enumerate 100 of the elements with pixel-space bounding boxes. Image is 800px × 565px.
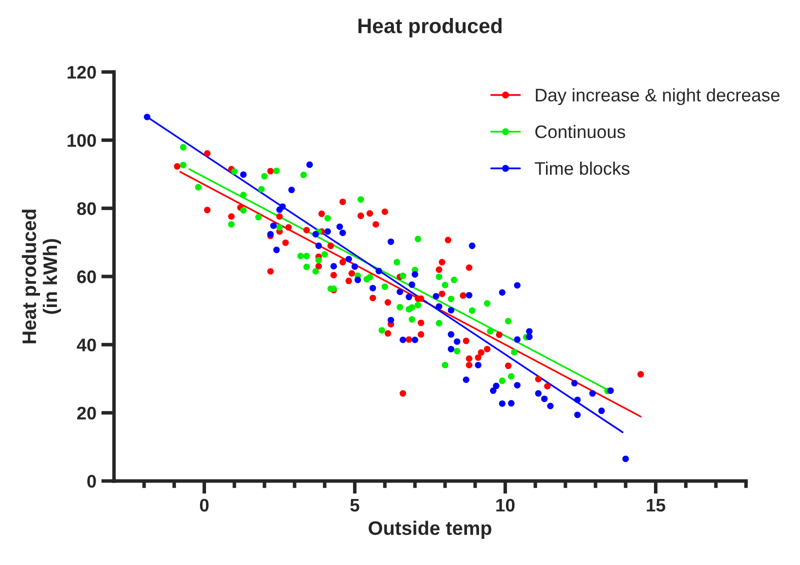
- point: [462, 376, 470, 384]
- point: [348, 270, 356, 277]
- point: [370, 294, 376, 302]
- point: [382, 208, 388, 215]
- point: [466, 292, 472, 298]
- point: [418, 331, 424, 338]
- y-tick-label: 80: [77, 202, 96, 216]
- point: [412, 271, 418, 278]
- point: [330, 263, 337, 270]
- point: [396, 288, 404, 296]
- point: [267, 268, 274, 275]
- point: [492, 382, 500, 390]
- point: [240, 192, 247, 198]
- point: [324, 228, 331, 235]
- point: [448, 296, 454, 302]
- point: [438, 290, 446, 298]
- point: [496, 332, 502, 338]
- point: [276, 213, 283, 220]
- point: [240, 171, 247, 178]
- point: [432, 292, 440, 300]
- point: [324, 214, 331, 222]
- point: [448, 306, 454, 314]
- point: [574, 396, 581, 404]
- point: [366, 274, 374, 280]
- point: [474, 354, 482, 361]
- point: [504, 362, 512, 370]
- point: [498, 378, 506, 384]
- x-tick-label: 0: [200, 498, 209, 512]
- point: [144, 114, 150, 120]
- point: [468, 307, 476, 314]
- point: [312, 230, 319, 238]
- point: [303, 226, 310, 234]
- point: [436, 320, 442, 326]
- point: [408, 281, 416, 288]
- point: [474, 362, 482, 368]
- point: [444, 236, 452, 244]
- point: [408, 304, 416, 311]
- point: [327, 242, 334, 250]
- point: [468, 242, 476, 250]
- y-tick-label: 60: [77, 270, 96, 284]
- point: [297, 252, 304, 260]
- point: [454, 338, 460, 345]
- point: [535, 376, 542, 382]
- point: [400, 336, 406, 344]
- point: [448, 346, 454, 352]
- point: [372, 221, 380, 228]
- point: [204, 150, 211, 157]
- point: [315, 242, 322, 250]
- point: [466, 355, 472, 362]
- point: [490, 387, 496, 394]
- point: [498, 289, 506, 296]
- point: [204, 206, 211, 214]
- point: [498, 400, 506, 407]
- point: [598, 408, 605, 414]
- x-tick-label: 15: [646, 499, 666, 512]
- point: [180, 162, 186, 168]
- point: [174, 163, 180, 170]
- point: [339, 258, 346, 266]
- point: [442, 282, 448, 288]
- x-axis-title: Outside temp: [368, 520, 492, 539]
- point: [418, 320, 424, 326]
- point: [574, 412, 581, 418]
- point: [276, 224, 283, 231]
- point: [285, 224, 292, 231]
- point: [508, 373, 515, 380]
- legend-label: Time blocks: [534, 162, 630, 175]
- point: [228, 213, 235, 220]
- point: [321, 251, 328, 258]
- point: [345, 278, 352, 284]
- point: [484, 346, 490, 352]
- point: [589, 390, 596, 397]
- point: [454, 348, 460, 354]
- y-axis-title: Heat produced (in kWh): [22, 210, 61, 344]
- legend-label: Continuous: [535, 124, 626, 138]
- x-tick-label: 10: [496, 498, 515, 512]
- point: [486, 328, 494, 335]
- point: [414, 236, 422, 242]
- point: [306, 161, 313, 168]
- point: [514, 336, 521, 343]
- point: [394, 258, 400, 266]
- point: [460, 292, 466, 299]
- point: [195, 184, 202, 190]
- point: [180, 144, 186, 151]
- point: [442, 362, 448, 368]
- point: [267, 168, 274, 174]
- point: [370, 284, 376, 292]
- x-tick-label: 5: [350, 499, 360, 512]
- point: [514, 282, 521, 289]
- point: [270, 222, 277, 229]
- point: [384, 330, 392, 337]
- point: [400, 272, 406, 280]
- point: [288, 186, 295, 194]
- point: [607, 387, 614, 394]
- point: [535, 390, 542, 397]
- y-tick-label: 120: [68, 66, 96, 79]
- point: [315, 256, 322, 264]
- point: [484, 300, 490, 307]
- point: [303, 252, 310, 260]
- point: [478, 349, 484, 356]
- point: [315, 263, 322, 270]
